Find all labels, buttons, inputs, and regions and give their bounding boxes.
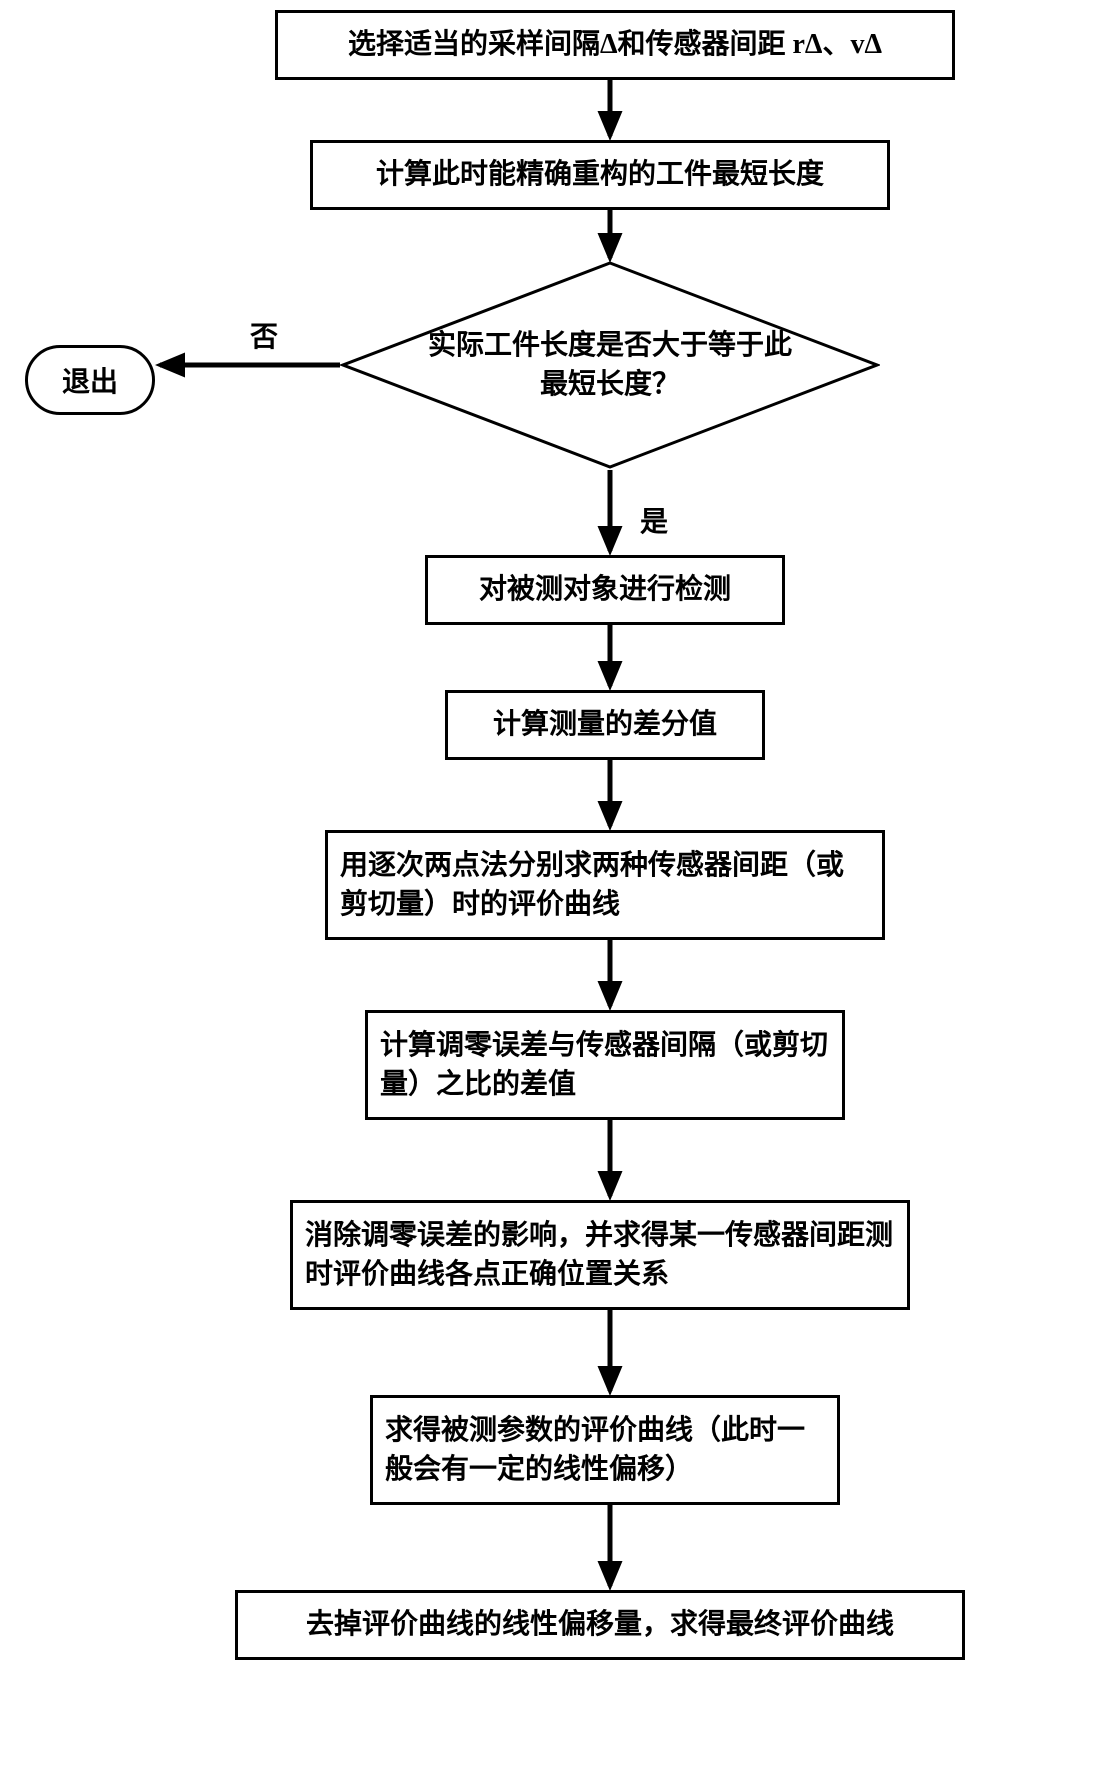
- node-text: 实际工件长度是否大于等于此最短长度？: [421, 326, 799, 404]
- node-select-interval: 选择适当的采样间隔Δ和传感器间距 rΔ、vΔ: [275, 10, 955, 80]
- node-calc-diff: 计算测量的差分值: [445, 690, 765, 760]
- node-text: 求得被测参数的评价曲线（此时一般会有一定的线性偏移）: [385, 1411, 825, 1489]
- edge-label-no: 否: [250, 315, 278, 355]
- node-calc-zero-error-ratio: 计算调零误差与传感器间隔（或剪切量）之比的差值: [365, 1010, 845, 1120]
- node-text: 用逐次两点法分别求两种传感器间距（或剪切量）时的评价曲线: [340, 846, 870, 924]
- node-two-point-method: 用逐次两点法分别求两种传感器间距（或剪切量）时的评价曲线: [325, 830, 885, 940]
- node-decision-length: 实际工件长度是否大于等于此最短长度？: [340, 260, 880, 470]
- node-final-curve: 去掉评价曲线的线性偏移量，求得最终评价曲线: [235, 1590, 965, 1660]
- node-eliminate-zero-error: 消除调零误差的影响，并求得某一传感器间距测时评价曲线各点正确位置关系: [290, 1200, 910, 1310]
- node-calc-min-length: 计算此时能精确重构的工件最短长度: [310, 140, 890, 210]
- node-text: 对被测对象进行检测: [479, 570, 731, 609]
- node-detect-object: 对被测对象进行检测: [425, 555, 785, 625]
- node-text: 退出: [62, 360, 118, 400]
- node-text: 选择适当的采样间隔Δ和传感器间距 rΔ、vΔ: [348, 25, 882, 64]
- node-text: 消除调零误差的影响，并求得某一传感器间距测时评价曲线各点正确位置关系: [305, 1216, 895, 1294]
- node-text: 去掉评价曲线的线性偏移量，求得最终评价曲线: [306, 1605, 894, 1644]
- node-eval-curve: 求得被测参数的评价曲线（此时一般会有一定的线性偏移）: [370, 1395, 840, 1505]
- edge-label-yes: 是: [640, 500, 668, 540]
- node-text: 计算调零误差与传感器间隔（或剪切量）之比的差值: [380, 1026, 830, 1104]
- node-text: 计算测量的差分值: [493, 705, 717, 744]
- node-exit: 退出: [25, 345, 155, 415]
- node-text: 计算此时能精确重构的工件最短长度: [376, 155, 824, 194]
